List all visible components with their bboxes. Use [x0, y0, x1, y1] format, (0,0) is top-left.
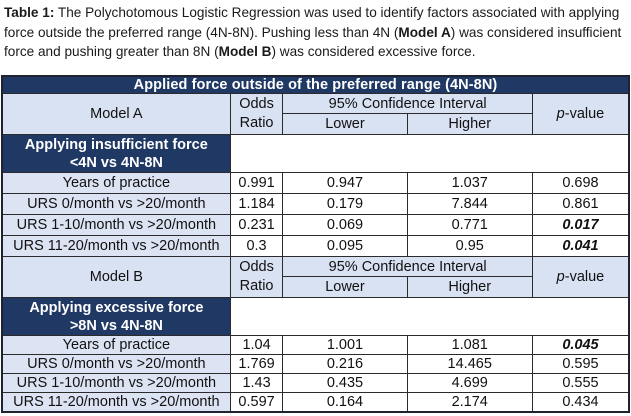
p-value-cell: 0.595 — [531, 354, 630, 374]
ci-lower-header-a: Lower — [282, 113, 408, 135]
section-excessive-line1: Applying excessive force — [29, 299, 204, 316]
ci-higher-header-b: Higher — [406, 276, 533, 298]
section-insufficient-line1: Applying insufficient force — [24, 136, 208, 153]
ci-header-a: 95% Confidence Interval — [282, 93, 533, 114]
p-italic-a: p — [556, 106, 565, 122]
ci-higher-header-a: Higher — [406, 113, 533, 135]
odds-ratio-header-a: Odds Ratio — [229, 93, 284, 135]
caption-text-3: ) was considered excessive force. — [271, 44, 476, 59]
caption-text-2: ) was considered insufficient force and … — [4, 24, 622, 60]
table-row: URS 1-10/month vs >20/month 1.43 0.435 4… — [1, 373, 630, 393]
table-row: Years of practice 1.04 1.001 1.081 0.045 — [1, 335, 630, 355]
odds-ratio-cell: 1.184 — [229, 193, 284, 215]
ci-lower-cell: 1.001 — [282, 335, 408, 355]
p-value-header-b: p-value — [531, 256, 630, 298]
caption-text-1: The Polychotomous Logistic Regression wa… — [4, 5, 620, 40]
p-value-cell: 0.861 — [531, 193, 630, 215]
section-empty-cell-b — [229, 297, 630, 336]
row-label: URS 0/month vs >20/month — [1, 354, 231, 374]
p-italic-b: p — [556, 269, 565, 285]
ci-lower-cell: 0.216 — [282, 354, 408, 374]
table-title: Applied force outside of the preferred r… — [1, 75, 630, 94]
p-value-cell: 0.017 — [531, 214, 630, 236]
model-a-subheader-row: Lower Higher — [2, 113, 629, 135]
p-rest-a: -value — [564, 106, 605, 122]
p-value-cell: 0.698 — [531, 172, 630, 194]
section-row-insufficient: Applying insufficient force <4N vs 4N-8N — [1, 134, 630, 173]
model-b-subheader-row: Lower Higher — [2, 276, 629, 298]
p-value-cell: 0.045 — [531, 335, 630, 355]
table-row: URS 0/month vs >20/month 1.184 0.179 7.8… — [1, 193, 630, 215]
odds-ratio-cell: 0.3 — [229, 235, 284, 257]
table-row: URS 11-20/month vs >20/month 0.597 0.164… — [1, 392, 630, 412]
ci-lower-cell: 0.179 — [282, 193, 408, 215]
row-label: Years of practice — [1, 172, 231, 194]
p-value-cell: 0.555 — [531, 373, 630, 393]
table-row: URS 1-10/month vs >20/month 0.231 0.069 … — [1, 214, 630, 236]
model-b-header-row: Model B Odds Ratio 95% Confidence Interva… — [1, 256, 630, 298]
ci-lower-cell: 0.164 — [282, 392, 408, 412]
section-row-excessive: Applying excessive force >8N vs 4N-8N — [1, 297, 630, 336]
section-header-excessive: Applying excessive force >8N vs 4N-8N — [1, 297, 231, 336]
section-excessive-line2: >8N vs 4N-8N — [69, 317, 163, 334]
p-rest-b: -value — [564, 269, 605, 285]
ci-lower-header-b: Lower — [282, 276, 408, 298]
ci-lower-cell: 0.435 — [282, 373, 408, 393]
caption-model-b: Model B — [218, 44, 272, 59]
row-label: URS 11-20/month vs >20/month — [1, 235, 231, 257]
results-table: Applied force outside of the preferred r… — [1, 74, 630, 413]
odds-header-line1: Odds — [239, 259, 274, 275]
row-label: URS 0/month vs >20/month — [1, 193, 231, 215]
row-label: URS 1-10/month vs >20/month — [1, 373, 231, 393]
row-label: Years of practice — [1, 335, 231, 355]
odds-ratio-header-b: Odds Ratio — [229, 256, 284, 298]
section-insufficient-line2: <4N vs 4N-8N — [69, 154, 163, 171]
ci-higher-cell: 1.081 — [406, 335, 533, 355]
table-caption: Table 1: The Polychotomous Logistic Regr… — [0, 0, 631, 62]
odds-ratio-cell: 1.769 — [229, 354, 284, 374]
odds-header-line2: Ratio — [239, 278, 274, 294]
table-row: Years of practice 0.991 0.947 1.037 0.69… — [1, 172, 630, 194]
section-header-insufficient: Applying insufficient force <4N vs 4N-8N — [1, 134, 231, 173]
ci-higher-cell: 14.465 — [406, 354, 533, 374]
ci-lower-cell: 0.095 — [282, 235, 408, 257]
odds-ratio-cell: 1.43 — [229, 373, 284, 393]
ci-lower-cell: 0.947 — [282, 172, 408, 194]
odds-ratio-cell: 1.04 — [229, 335, 284, 355]
table-row: URS 0/month vs >20/month 1.769 0.216 14.… — [1, 354, 630, 374]
table-title-row: Applied force outside of the preferred r… — [1, 75, 630, 94]
odds-header-line2: Ratio — [239, 115, 274, 131]
model-b-header-cell: Model B — [1, 256, 231, 298]
ci-higher-cell: 4.699 — [406, 373, 533, 393]
odds-ratio-cell: 0.991 — [229, 172, 284, 194]
ci-higher-cell: 7.844 — [406, 193, 533, 215]
caption-model-a: Model A — [398, 24, 451, 40]
p-value-cell: 0.041 — [531, 235, 630, 257]
section-empty-cell-a — [229, 134, 630, 173]
model-a-header-row: Model A Odds Ratio 95% Confidence Interva… — [1, 93, 630, 135]
ci-higher-cell: 1.037 — [406, 172, 533, 194]
odds-ratio-cell: 0.597 — [229, 392, 284, 412]
odds-header-line1: Odds — [239, 96, 274, 112]
table-row: URS 11-20/month vs >20/month 0.3 0.095 0… — [1, 235, 630, 257]
ci-higher-cell: 0.95 — [406, 235, 533, 257]
row-label: URS 11-20/month vs >20/month — [1, 392, 231, 412]
p-value-header-a: p-value — [531, 93, 630, 135]
ci-higher-cell: 0.771 — [406, 214, 533, 236]
ci-header-b: 95% Confidence Interval — [282, 256, 533, 277]
model-a-header-cell: Model A — [1, 93, 231, 135]
ci-higher-cell: 2.174 — [406, 392, 533, 412]
row-label: URS 1-10/month vs >20/month — [1, 214, 231, 236]
odds-ratio-cell: 0.231 — [229, 214, 284, 236]
caption-table-number: Table 1: — [4, 5, 55, 20]
ci-lower-cell: 0.069 — [282, 214, 408, 236]
p-value-cell: 0.434 — [531, 392, 630, 412]
